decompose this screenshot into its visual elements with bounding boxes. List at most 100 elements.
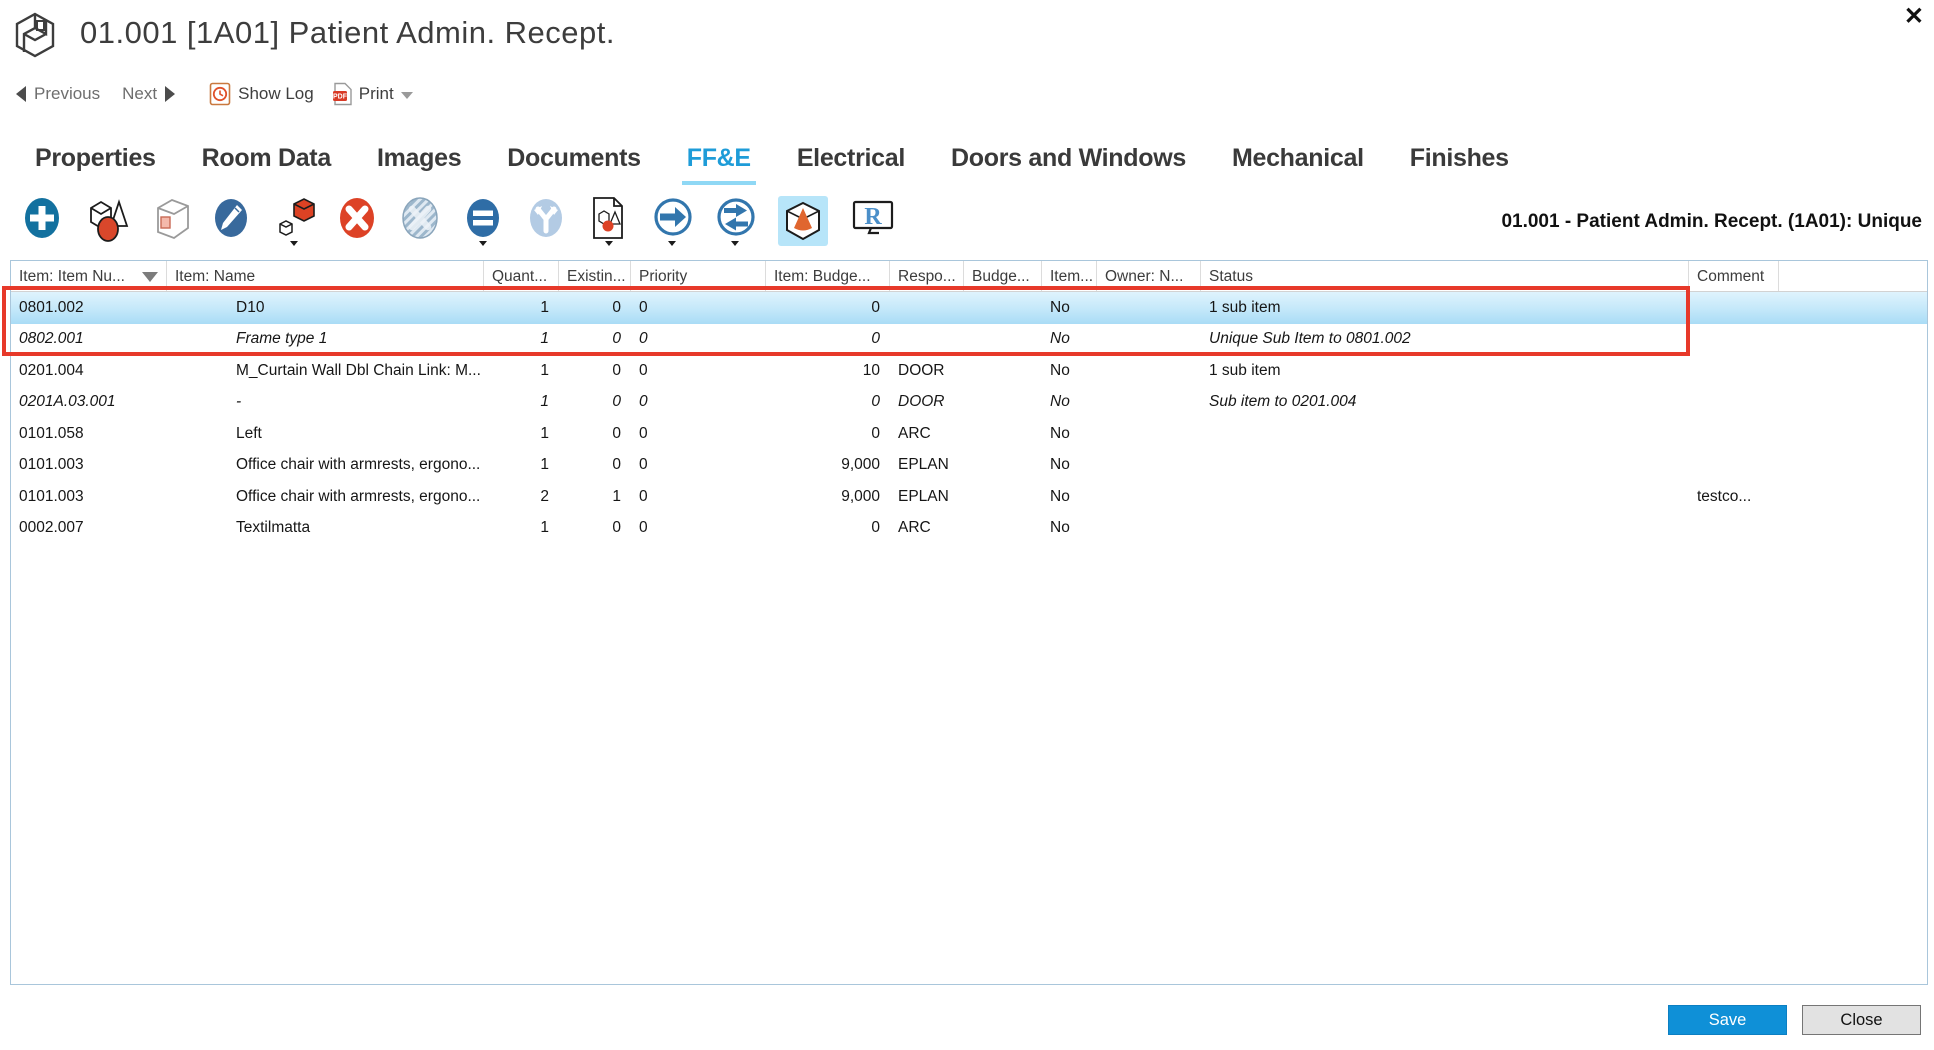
cell-item: No	[1050, 424, 1070, 442]
cell-item-number: 0101.003	[19, 487, 84, 505]
cell-item: No	[1050, 519, 1070, 537]
tab-doors-and-windows[interactable]: Doors and Windows	[951, 144, 1186, 172]
move-item-icon[interactable]	[652, 196, 692, 246]
cell-quantity: 1	[540, 298, 549, 316]
column-header-item-number[interactable]: Item: Item Nu...	[11, 261, 167, 291]
tab-room-data[interactable]: Room Data	[201, 144, 332, 172]
revit-icon[interactable]: R	[851, 196, 894, 246]
edit-icon[interactable]	[211, 196, 251, 246]
column-header-status[interactable]: Status	[1201, 261, 1689, 291]
cell-status: Sub item to 0201.004	[1209, 393, 1357, 411]
cell-responsible: DOOR	[898, 393, 945, 411]
table-row[interactable]: 0801.002 D10 1 0 0 0 No 1 sub item	[11, 292, 1927, 324]
item-document-dropdown-icon[interactable]	[605, 241, 613, 246]
print-button[interactable]: PDF Print	[332, 82, 413, 106]
save-button[interactable]: Save	[1668, 1005, 1787, 1035]
cell-item-name: Left	[236, 424, 262, 442]
table-header-row: Item: Item Nu... Item: Name Quant... Exi…	[11, 261, 1927, 292]
sort-descending-icon[interactable]	[142, 272, 158, 282]
column-header-budget[interactable]: Budge...	[964, 261, 1042, 291]
previous-button[interactable]: Previous	[16, 84, 100, 104]
cell-priority: 0	[639, 456, 648, 474]
cell-item: No	[1050, 361, 1070, 379]
copy-item-dropdown-icon[interactable]	[290, 241, 298, 246]
table-row[interactable]: 0101.058 Left 1 0 0 0 ARC No	[11, 418, 1927, 450]
cell-owner-name	[1097, 513, 1201, 545]
tab-electrical[interactable]: Electrical	[796, 144, 905, 172]
cell-item-name: Textilmatta	[236, 519, 311, 537]
table-row[interactable]: 0002.007 Textilmatta 1 0 0 0 ARC No	[11, 513, 1927, 545]
subtract-dropdown-icon[interactable]	[479, 241, 487, 246]
cell-owner-name	[1097, 324, 1201, 356]
cell-status: 1 sub item	[1209, 298, 1281, 316]
table-row[interactable]: 0101.003 Office chair with armrests, ergo…	[11, 450, 1927, 482]
delete-icon[interactable]	[337, 196, 377, 246]
package-icon[interactable]	[148, 196, 189, 246]
tab-finishes[interactable]: Finishes	[1409, 144, 1509, 172]
cell-responsible: ARC	[898, 424, 931, 442]
table-row[interactable]: 0201A.03.001-1 0 0 0 DOOR No Sub item to 0201.…	[11, 387, 1927, 419]
cell-item-number: 0201A.03.001	[19, 393, 116, 411]
table-row[interactable]: 0101.003 Office chair with armrests, ergo…	[11, 481, 1927, 513]
cell-filler	[1779, 387, 1927, 419]
cell-budget	[964, 292, 1042, 324]
print-dropdown-icon[interactable]	[400, 92, 413, 99]
cell-existing: 0	[612, 519, 621, 537]
transfer-item-icon[interactable]	[715, 196, 755, 246]
close-button[interactable]: Close	[1802, 1005, 1921, 1035]
tab-mechanical[interactable]: Mechanical	[1231, 144, 1364, 172]
move-item-dropdown-icon[interactable]	[668, 241, 676, 246]
cell-comment	[1689, 418, 1779, 450]
column-header-item[interactable]: Item...	[1042, 261, 1097, 291]
cell-owner-name	[1097, 355, 1201, 387]
cell-existing: 0	[612, 298, 621, 316]
column-header-item-name[interactable]: Item: Name	[167, 261, 484, 291]
tab-documents[interactable]: Documents	[507, 144, 641, 172]
copy-item-icon[interactable]	[274, 196, 315, 246]
table-row[interactable]: 0802.001 Frame type 1 1 0 0 0 No Unique Sub Ite…	[11, 324, 1927, 356]
column-header-owner-name[interactable]: Owner: N...	[1097, 261, 1201, 291]
cell-quantity: 1	[540, 361, 549, 379]
cell-comment	[1689, 387, 1779, 419]
cell-owner-name	[1097, 481, 1201, 513]
table-body: 0801.002 D10 1 0 0 0 No 1 sub item 0802.001 Frame…	[11, 292, 1927, 544]
cell-priority: 0	[639, 487, 648, 505]
add-item-icon[interactable]	[22, 196, 62, 246]
cell-item-number: 0802.001	[19, 330, 84, 348]
cell-comment: testco...	[1697, 487, 1752, 505]
transfer-item-dropdown-icon[interactable]	[731, 241, 739, 246]
cell-quantity: 1	[540, 519, 549, 537]
next-button[interactable]: Next	[122, 84, 176, 104]
tab-properties[interactable]: Properties	[35, 144, 156, 172]
cell-budget	[964, 324, 1042, 356]
tab-images[interactable]: Images	[376, 144, 462, 172]
cell-comment	[1689, 450, 1779, 482]
cell-comment	[1689, 355, 1779, 387]
cell-comment	[1689, 324, 1779, 356]
cell-item-budget: 0	[871, 519, 880, 537]
column-header-item-budget[interactable]: Item: Budge...	[766, 261, 890, 291]
item-shapes-icon[interactable]	[85, 196, 129, 246]
table-row[interactable]: 0201.004 M_Curtain Wall Dbl Chain Link: M…	[11, 355, 1927, 387]
cell-priority: 0	[639, 330, 648, 348]
column-header-quantity[interactable]: Quant...	[484, 261, 559, 291]
item-document-icon[interactable]	[589, 196, 629, 246]
cell-budget	[964, 450, 1042, 482]
cell-responsible: EPLAN	[898, 456, 949, 474]
subtract-icon[interactable]	[463, 196, 503, 246]
column-header-comment[interactable]: Comment	[1689, 261, 1779, 291]
cell-comment	[1689, 513, 1779, 545]
cell-item: No	[1050, 393, 1070, 411]
column-header-existing[interactable]: Existin...	[559, 261, 631, 291]
cell-item-budget: 9,000	[841, 487, 880, 505]
column-header-priority[interactable]: Priority	[631, 261, 766, 291]
view-3d-icon[interactable]	[778, 196, 828, 246]
cell-quantity: 1	[540, 456, 549, 474]
close-icon[interactable]: ✕	[1903, 3, 1924, 30]
cell-item-name: Office chair with armrests, ergono...	[236, 487, 481, 505]
tab-ffe[interactable]: FF&E	[681, 144, 756, 185]
show-log-button[interactable]: Show Log	[209, 82, 314, 106]
column-header-responsible[interactable]: Respo...	[890, 261, 964, 291]
cell-item-number: 0101.003	[19, 456, 84, 474]
cell-owner-name	[1097, 418, 1201, 450]
